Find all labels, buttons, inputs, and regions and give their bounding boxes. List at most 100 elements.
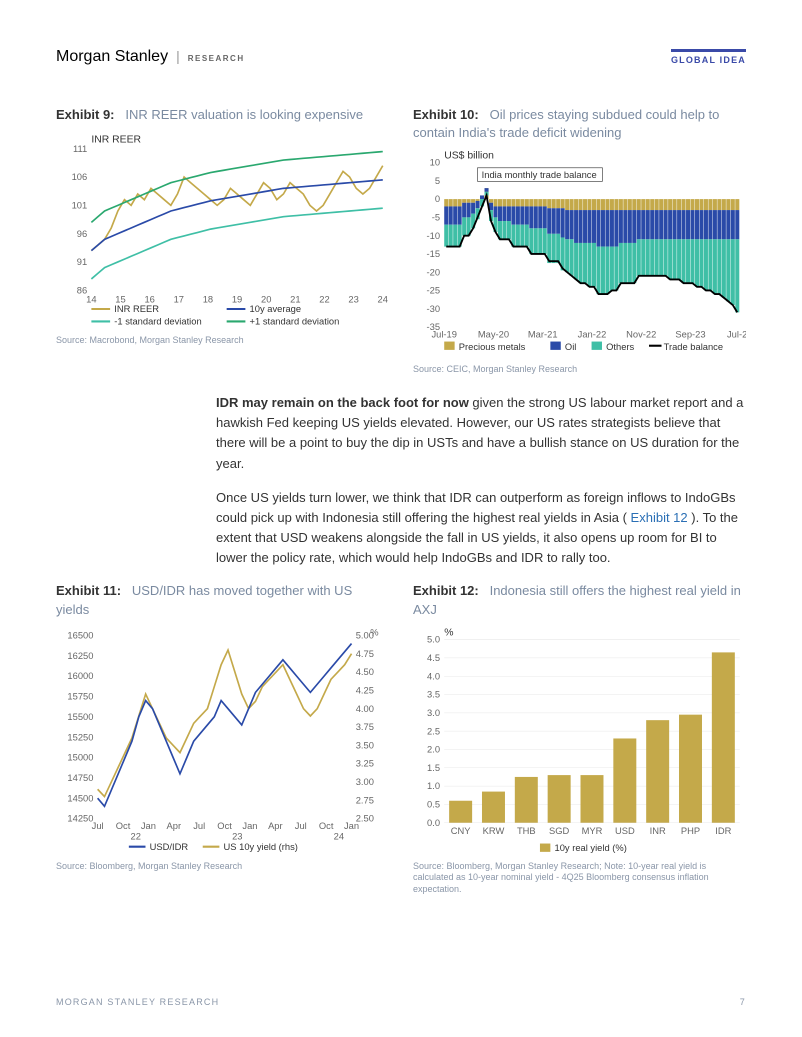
svg-text:96: 96	[77, 229, 87, 239]
svg-text:THB: THB	[517, 826, 536, 836]
svg-text:101: 101	[72, 201, 88, 211]
exhibit-12-label: Exhibit 12:	[413, 583, 479, 598]
brand: Morgan Stanley | RESEARCH	[56, 48, 245, 66]
svg-text:0.5: 0.5	[427, 799, 440, 809]
svg-text:16000: 16000	[67, 671, 93, 681]
svg-text:Others: Others	[606, 342, 634, 352]
svg-text:%: %	[444, 627, 453, 638]
svg-text:+1 standard deviation: +1 standard deviation	[250, 317, 340, 327]
brand-name: Morgan Stanley	[56, 48, 168, 66]
svg-text:Apr: Apr	[167, 821, 182, 831]
svg-text:19: 19	[232, 295, 242, 305]
svg-text:14: 14	[86, 295, 96, 305]
svg-text:May-20: May-20	[478, 330, 509, 340]
svg-text:Jul: Jul	[92, 821, 104, 831]
svg-text:MYR: MYR	[582, 826, 603, 836]
svg-text:Oct: Oct	[217, 821, 232, 831]
svg-text:2.5: 2.5	[427, 726, 440, 736]
svg-text:24: 24	[334, 831, 344, 841]
svg-text:16250: 16250	[67, 651, 93, 661]
svg-text:Mar-21: Mar-21	[528, 330, 558, 340]
svg-text:15250: 15250	[67, 732, 93, 742]
global-idea-tag: GLOBAL IDEA	[671, 49, 746, 65]
svg-text:10: 10	[430, 158, 440, 168]
svg-text:%: %	[370, 627, 378, 637]
svg-text:4.00: 4.00	[356, 703, 374, 713]
exhibit-11-label: Exhibit 11:	[56, 583, 121, 598]
svg-text:Apr: Apr	[268, 821, 283, 831]
svg-text:SGD: SGD	[549, 826, 570, 836]
svg-text:14500: 14500	[67, 793, 93, 803]
exhibit-10-chart: US$ billion-35-30-25-20-15-10-50510India…	[413, 148, 746, 356]
svg-text:16500: 16500	[67, 630, 93, 640]
svg-text:-10: -10	[427, 231, 441, 241]
svg-text:0.0: 0.0	[427, 818, 440, 828]
svg-text:Trade balance: Trade balance	[664, 342, 724, 352]
svg-text:Oct: Oct	[319, 821, 334, 831]
svg-text:CNY: CNY	[451, 826, 472, 836]
svg-text:15750: 15750	[67, 691, 93, 701]
svg-text:15000: 15000	[67, 752, 93, 762]
svg-text:2.0: 2.0	[427, 744, 440, 754]
svg-text:18: 18	[203, 295, 213, 305]
exhibit-12-chart: %0.00.51.01.52.02.53.03.54.04.55.0CNYKRW…	[413, 625, 746, 854]
svg-text:-5: -5	[432, 213, 440, 223]
exhibit-10-source: Source: CEIC, Morgan Stanley Research	[413, 364, 746, 376]
svg-text:1.0: 1.0	[427, 781, 440, 791]
svg-text:23: 23	[348, 295, 358, 305]
exhibit-10-label: Exhibit 10:	[413, 107, 479, 122]
svg-text:Nov-22: Nov-22	[626, 330, 656, 340]
svg-text:0: 0	[435, 195, 440, 205]
svg-text:3.00: 3.00	[356, 777, 374, 787]
row-exhibits-9-10: Exhibit 9: INR REER valuation is looking…	[56, 106, 746, 375]
svg-text:-20: -20	[427, 268, 441, 278]
svg-text:-1 standard deviation: -1 standard deviation	[114, 317, 201, 327]
svg-text:Sep-23: Sep-23	[675, 330, 705, 340]
svg-text:Jan: Jan	[242, 821, 257, 831]
svg-text:4.5: 4.5	[427, 653, 440, 663]
paragraph-2: Once US yields turn lower, we think that…	[56, 488, 746, 569]
svg-text:Jan: Jan	[141, 821, 156, 831]
exhibit-11-chart: 1425014500147501500015250155001575016000…	[56, 625, 389, 854]
exhibit-12-source: Source: Bloomberg, Morgan Stanley Resear…	[413, 861, 746, 896]
svg-text:111: 111	[73, 144, 87, 154]
exhibit-10-head: Exhibit 10: Oil prices staying subdued c…	[413, 106, 746, 142]
svg-text:Jul-19: Jul-19	[431, 330, 457, 340]
page-header: Morgan Stanley | RESEARCH GLOBAL IDEA	[56, 48, 746, 66]
exhibit-12-link[interactable]: Exhibit 12	[631, 510, 688, 525]
svg-text:Precious metals: Precious metals	[459, 342, 526, 352]
svg-text:-30: -30	[427, 304, 441, 314]
svg-text:3.50: 3.50	[356, 740, 374, 750]
exhibit-9-head: Exhibit 9: INR REER valuation is looking…	[56, 106, 389, 124]
svg-text:106: 106	[72, 172, 88, 182]
brand-research: RESEARCH	[188, 54, 245, 63]
svg-text:US$ billion: US$ billion	[444, 151, 494, 162]
page: Morgan Stanley | RESEARCH GLOBAL IDEA Ex…	[0, 0, 802, 1037]
svg-text:US 10y yield (rhs): US 10y yield (rhs)	[224, 841, 298, 851]
svg-text:4.25: 4.25	[356, 685, 374, 695]
exhibit-11-source: Source: Bloomberg, Morgan Stanley Resear…	[56, 861, 389, 873]
svg-text:15500: 15500	[67, 712, 93, 722]
svg-text:Jul: Jul	[295, 821, 307, 831]
svg-text:22: 22	[131, 831, 141, 841]
svg-text:4.50: 4.50	[356, 667, 374, 677]
svg-text:3.25: 3.25	[356, 758, 374, 768]
svg-text:3.75: 3.75	[356, 722, 374, 732]
page-footer: MORGAN STANLEY RESEARCH 7	[56, 997, 746, 1007]
brand-separator: |	[176, 48, 180, 64]
svg-text:Oil: Oil	[565, 342, 576, 352]
exhibit-10: Exhibit 10: Oil prices staying subdued c…	[413, 106, 746, 375]
svg-text:3.0: 3.0	[427, 708, 440, 718]
svg-text:Jul: Jul	[193, 821, 205, 831]
row-exhibits-11-12: Exhibit 11: USD/IDR has moved together w…	[56, 582, 746, 895]
exhibit-11: Exhibit 11: USD/IDR has moved together w…	[56, 582, 389, 895]
svg-text:5: 5	[435, 176, 440, 186]
svg-text:-25: -25	[427, 286, 441, 296]
svg-text:-15: -15	[427, 249, 441, 259]
exhibit-9-title: INR REER valuation is looking expensive	[125, 107, 363, 122]
svg-text:23: 23	[232, 831, 242, 841]
svg-text:2.75: 2.75	[356, 795, 374, 805]
svg-text:Jul-24: Jul-24	[727, 330, 746, 340]
svg-text:Jan-22: Jan-22	[578, 330, 607, 340]
svg-text:24: 24	[378, 295, 388, 305]
